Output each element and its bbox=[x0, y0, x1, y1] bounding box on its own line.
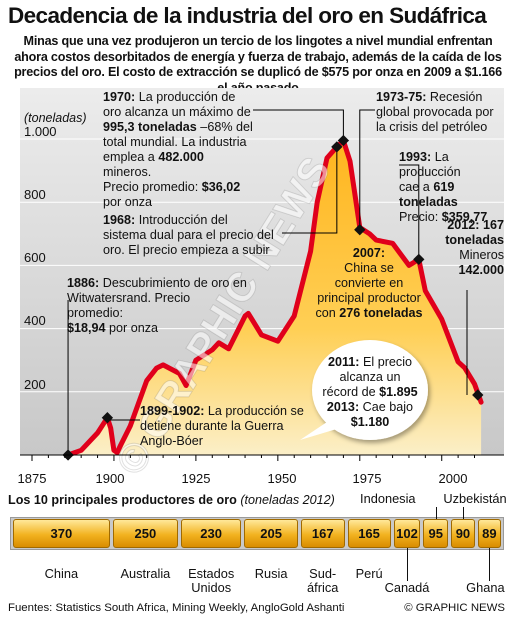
x-tick-label: 1950 bbox=[267, 471, 297, 486]
page-title: Decadencia de la industria del oro en Su… bbox=[8, 3, 487, 28]
y-tick-label: 200 bbox=[24, 377, 46, 392]
producer-name: Estados Unidos bbox=[188, 566, 235, 595]
leader-line bbox=[253, 109, 344, 141]
subtitle: Minas que una vez produjeron un tercio d… bbox=[14, 34, 502, 95]
producer-name: Rusia bbox=[254, 566, 288, 581]
producer-bar: 370 bbox=[13, 519, 110, 548]
y-tick-label: 1.000 bbox=[24, 124, 57, 139]
producer-bar: 167 bbox=[300, 519, 345, 548]
producers-title: Los 10 principales productores de oro (t… bbox=[8, 493, 335, 507]
callout-bubble bbox=[312, 340, 428, 440]
producer-name: China bbox=[44, 566, 79, 581]
header: Decadencia de la industria del oro en Su… bbox=[0, 0, 515, 95]
annotation-2012: 2012: 167 toneladas Mineros 142.000 bbox=[445, 218, 504, 277]
x-tick-label: 1975 bbox=[352, 471, 382, 486]
production-chart: © GRAPHIC NEWS bbox=[20, 88, 504, 480]
x-tick-label: 1925 bbox=[181, 471, 211, 486]
annotation-1886: 1886: Descubrimiento de oro en Witwaters… bbox=[67, 276, 247, 335]
x-tick-label: 2000 bbox=[438, 471, 468, 486]
producer-leader bbox=[435, 507, 437, 519]
producer-name: Australia bbox=[120, 566, 171, 581]
y-tick-label: 400 bbox=[24, 313, 46, 328]
x-tick-label: 1900 bbox=[95, 471, 125, 486]
x-tick-label: 1875 bbox=[17, 471, 47, 486]
sources: Fuentes: Statistics South Africa, Mining… bbox=[8, 602, 345, 614]
y-tick-label: 800 bbox=[24, 187, 46, 202]
producer-bar: 89 bbox=[477, 519, 501, 548]
leader-line bbox=[359, 109, 375, 230]
leader-line bbox=[282, 146, 338, 234]
producer-name: Perú bbox=[355, 566, 383, 581]
producer-name: Sud-áfrica bbox=[307, 566, 339, 595]
annotation-marker bbox=[331, 141, 343, 153]
annotation-2011: 2011: El precio alcanza un récord de $1.… bbox=[322, 355, 418, 429]
producer-leader bbox=[489, 548, 491, 581]
annotation-marker bbox=[354, 224, 366, 236]
producer-bar: 250 bbox=[112, 519, 179, 548]
producer-leader bbox=[463, 507, 464, 519]
producer-bar: 165 bbox=[347, 519, 391, 548]
producer-name: Canadá bbox=[384, 580, 430, 595]
credit: © GRAPHIC NEWS bbox=[404, 602, 505, 614]
callout-pointer bbox=[300, 420, 340, 440]
annotation-1973: 1973-75: Recesión global provocada por l… bbox=[376, 90, 494, 134]
annotation-1968: 1968: Introducción del sistema dual para… bbox=[103, 213, 274, 257]
y-axis-unit: (toneladas) bbox=[24, 111, 87, 125]
producer-bar: 205 bbox=[244, 519, 298, 548]
producer-name: Ghana bbox=[466, 580, 505, 595]
annotation-1970: 1970: La producción de oro alcanza un má… bbox=[103, 90, 253, 209]
production-line bbox=[65, 138, 484, 458]
producer-bar: 230 bbox=[181, 519, 242, 548]
producer-name: Indonesia bbox=[360, 491, 416, 506]
annotation-marker bbox=[472, 389, 484, 401]
annotation-1899: 1899-1902: La producción se detiene dura… bbox=[140, 404, 304, 448]
producer-bar: 95 bbox=[423, 519, 449, 548]
leader-line bbox=[399, 164, 420, 260]
annotation-marker bbox=[413, 253, 425, 266]
annotation-2007: 2007: China se convierte en principal pr… bbox=[315, 246, 423, 320]
annotation-marker bbox=[337, 134, 350, 147]
y-tick-label: 600 bbox=[24, 250, 46, 265]
producer-bar: 102 bbox=[393, 519, 421, 548]
annotation-1993: 1993: La producción cae a 619 toneladas … bbox=[399, 150, 488, 224]
producer-name: Uzbekistán bbox=[443, 491, 507, 506]
producer-leader bbox=[407, 548, 408, 581]
producer-bar: 90 bbox=[451, 519, 475, 548]
